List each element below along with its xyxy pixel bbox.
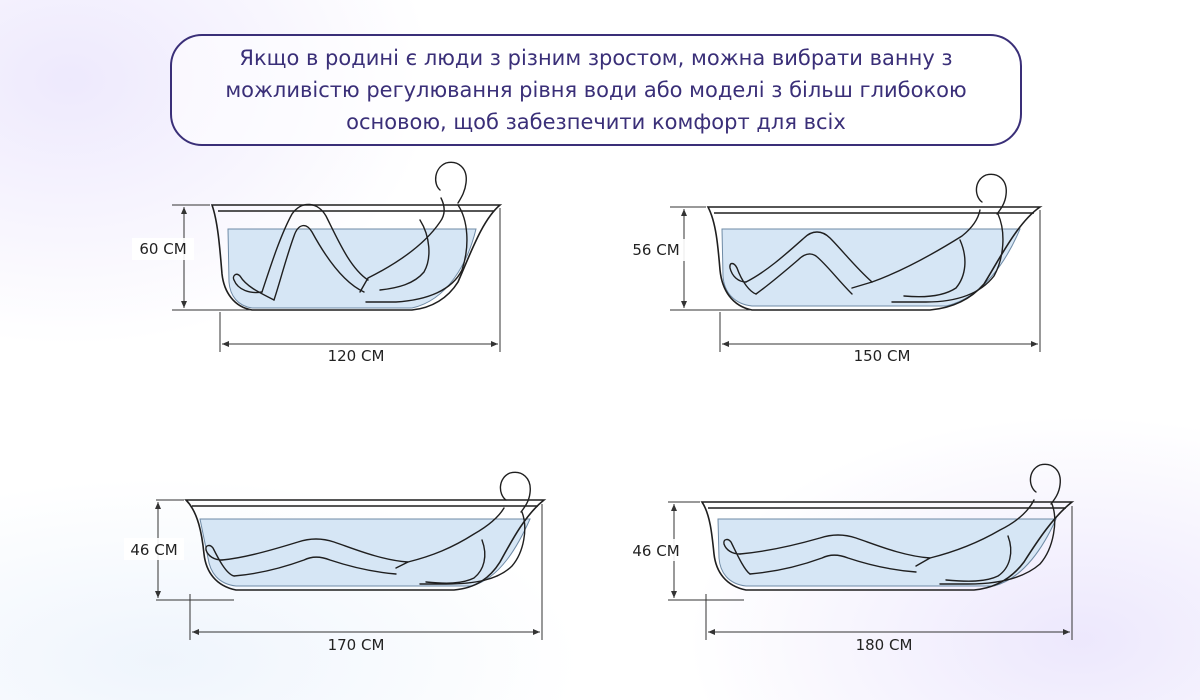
water-fill	[721, 228, 1021, 307]
tub-outline	[700, 501, 1075, 591]
bather-figure	[723, 463, 1061, 585]
bathtub-120cm: 60 СМ 120 СМ	[132, 161, 503, 365]
bathtub-150cm: 56 СМ 150 СМ	[626, 173, 1043, 365]
tub-outline	[210, 204, 503, 311]
height-label-bg	[124, 538, 184, 560]
length-label: 120 СМ	[328, 347, 385, 365]
height-label: 46 СМ	[130, 541, 177, 559]
length-label: 180 СМ	[856, 636, 913, 654]
callout-text: Якщо в родині є люди з різним зростом, м…	[225, 46, 967, 134]
height-label-bg	[626, 539, 686, 561]
bather-figure	[232, 161, 468, 303]
tub-outline	[706, 206, 1043, 311]
info-callout: Якщо в родині є люди з різним зростом, м…	[170, 34, 1022, 146]
height-label: 46 СМ	[632, 542, 679, 560]
height-label: 56 СМ	[632, 241, 679, 259]
height-label-bg	[626, 239, 686, 261]
bather-figure	[205, 471, 531, 585]
length-label: 170 СМ	[328, 636, 385, 654]
bathtub-170cm: 46 СМ 170 СМ	[124, 471, 547, 654]
bathtub-180cm: 46 СМ 180 СМ	[626, 463, 1075, 654]
bather-figure	[729, 173, 1007, 303]
water-fill	[717, 518, 1057, 587]
height-label-bg	[132, 238, 194, 260]
tub-outline	[184, 499, 547, 591]
length-label: 150 СМ	[854, 347, 911, 365]
height-label: 60 СМ	[139, 240, 186, 258]
